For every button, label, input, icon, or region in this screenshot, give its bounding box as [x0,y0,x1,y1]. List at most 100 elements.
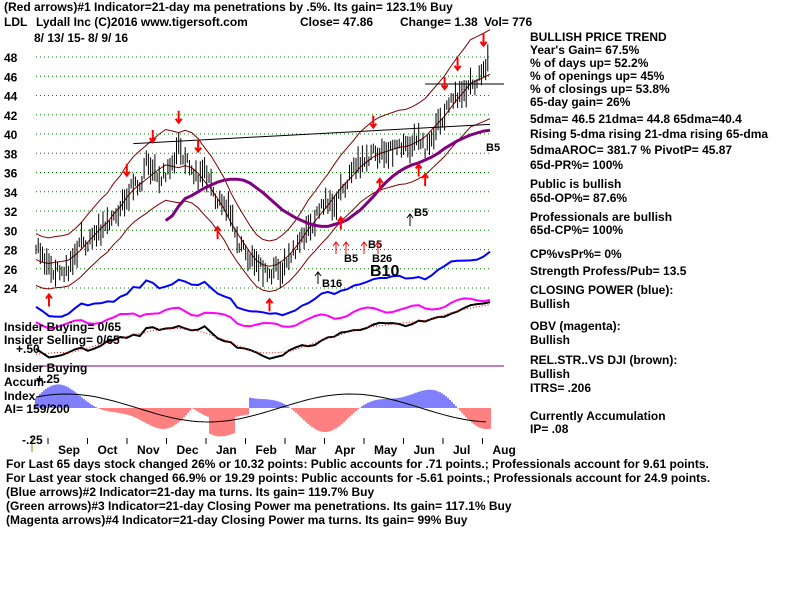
red-arrow-down [369,115,378,130]
x-tick-Dec: Dec [177,443,199,457]
y-tick-24: 24 [4,282,18,296]
signal-arrow [332,241,340,254]
footer-line-2: For Last year stock changed 66.9% or 19.… [6,471,711,485]
y-tick-30: 30 [4,224,18,238]
stats-line-23: Currently Accumulation [530,409,666,423]
signal-label-5: B5 [414,207,428,219]
red-arrow-down [148,130,157,144]
insider-buying-label-2: Insider Buying [4,361,88,375]
x-tick-May: May [374,443,398,457]
accumulation-histogram [31,384,491,452]
stats-line-22: ITRS= .206 [530,381,592,395]
red-arrow-down [479,33,488,48]
red-arrow-up [414,162,423,177]
y-tick-40: 40 [4,128,18,142]
signal-arrow [406,213,414,226]
insider-selling-label: Insider Selling= 0/65 [4,333,120,347]
stats-line-24: IP= .08 [530,422,569,436]
y-tick-48: 48 [4,51,18,65]
signal-label-0: B5 [344,253,358,265]
plus-25-label: +.25 [36,372,60,386]
x-tick-Mar: Mar [295,443,317,457]
x-tick-Oct: Oct [98,443,118,457]
ma-65-line [164,128,491,228]
y-tick-42: 42 [4,109,18,123]
y-tick-38: 38 [4,147,18,161]
month-axis: Sep Oct Nov Dec Jan Feb Mar Apr May Jun Jul Aug [47,438,516,457]
stats-line-12: Professionals are bullish [530,210,673,224]
y-tick-26: 26 [4,263,18,277]
stats-line-19: Bullish [530,333,571,347]
stats-line-8: 5dmaAROC= 381.7 % PivotP= 45.87 [530,143,733,157]
change-value: Change= 1.38 [400,15,478,29]
x-tick-Aug: Aug [493,443,516,457]
footer-line-4: (Green arrows)#3 Indicator=21-day Closin… [6,499,512,513]
stats-line-7: Rising 5-dma rising 21-dma rising 65-dma [530,127,769,141]
stats-line-4: % of closings up= 53.8% [530,82,670,96]
y-tick-32: 32 [4,205,18,219]
stats-line-11: 65d-OP%= 87.6% [530,191,628,205]
mid-band [35,73,491,267]
y-tick-46: 46 [4,70,18,84]
stats-line-3: % of openings up= 45% [530,69,665,83]
red-arrow-up [421,172,429,187]
minus-25-label: -.25 [22,433,43,447]
stats-line-15: Strength Profess/Pub= 13.5 [530,264,687,278]
stats-line-20: REL.STR..VS DJI (brown): [530,353,678,367]
indicator-1-caption: (Red arrows)#1 Indicator=21-day ma penet… [4,0,453,14]
red-arrow-down [123,163,131,178]
price-bands [35,29,504,293]
plus-50-label: +.50 [16,342,40,356]
price-grid [36,56,490,289]
signal-arrow [374,241,382,254]
x-tick-Jan: Jan [216,443,237,457]
closing-power-line [35,250,491,318]
accum-label: Accum [4,375,45,389]
stats-line-21: Bullish [530,367,571,381]
signal-arrow [360,241,368,254]
stats-line-13: 65d-CP%= 100% [530,223,624,237]
stats-line-5: 65-day gain= 26% [530,95,631,109]
stats-line-10: Public is bullish [530,177,622,191]
y-tick-44: 44 [4,90,18,104]
close-value: Close= 47.86 [300,15,374,29]
signal-label-6: B5 [486,142,500,154]
obv-line [35,297,491,330]
signal-arrow [314,271,322,284]
red-arrows [45,33,488,312]
stats-line-0: BULLISH PRICE TREND [530,30,667,44]
upper-band [35,29,491,242]
stats-line-9: 65d-PR%= 100% [530,158,624,172]
red-arrow-down [440,77,449,91]
ticker-symbol: LDL [4,15,28,29]
signal-label-1: B26 [372,253,392,265]
y-tick-34: 34 [4,186,18,200]
footer-line-3: (Blue arrows)#2 Indicator=21-day ma turn… [6,485,375,499]
company-name: Lydall Inc (C)2016 www.tigersoft.com [36,15,248,29]
footer-line-1: For Last 65 days stock changed 26% or 10… [6,457,709,471]
signal-label-4: B16 [322,278,342,290]
x-tick-Sep: Sep [58,443,80,457]
signal-arrow [342,241,350,254]
red-arrow-down [194,139,202,154]
rel-str-line [35,301,491,360]
red-arrow-up [337,215,345,230]
y-tick-36: 36 [4,167,18,181]
x-tick-Jun: Jun [414,443,435,457]
rel-str-ma-line [35,304,491,355]
stats-line-16: CLOSING POWER (blue): [530,283,674,297]
lower-band [35,118,491,293]
red-arrow-up [213,225,222,240]
red-arrow-up [375,177,384,191]
red-arrow-down [453,57,462,72]
x-tick-Jul: Jul [453,443,470,457]
signal-label-3: B10 [370,263,399,280]
volume-value: Vol= 776 [484,15,533,29]
moving-average [164,128,491,228]
index-label: Index [4,389,36,403]
date-range: 8/ 13/ 15- 8/ 9/ 16 [34,31,129,45]
x-tick-Feb: Feb [256,443,277,457]
red-arrow-up [265,297,274,312]
